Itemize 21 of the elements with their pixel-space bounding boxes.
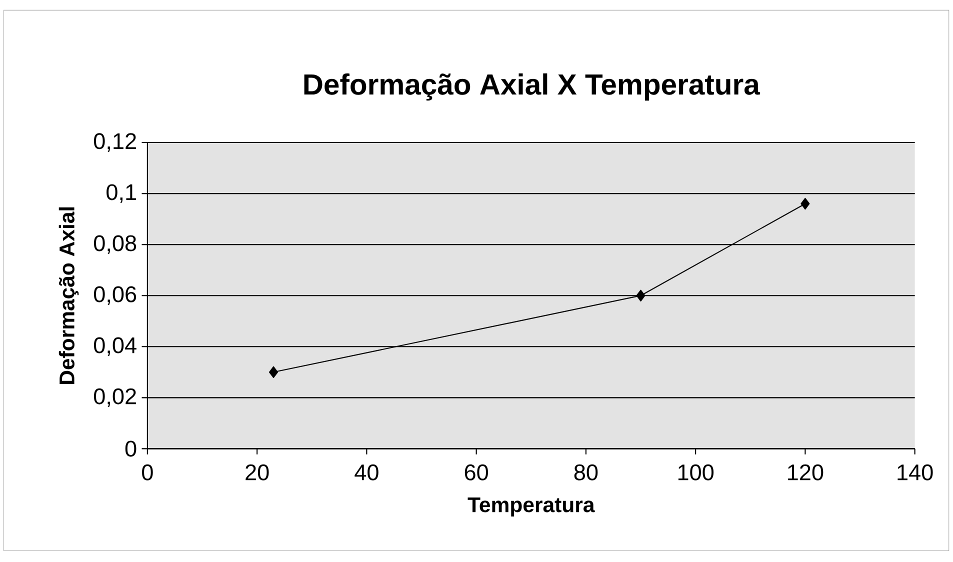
y-tick-label: 0,08 [94, 235, 136, 254]
y-axis-title: Deformação Axial [58, 207, 79, 384]
chart-title: Deformação Axial X Temperatura [304, 73, 760, 101]
y-tick-label: 0,04 [94, 337, 136, 356]
y-tick-label: 0,12 [94, 133, 136, 152]
y-tick-label: 0,1 [106, 184, 136, 203]
y-tick-label: 0,06 [94, 286, 136, 305]
point [636, 290, 646, 302]
point [268, 366, 278, 378]
x-tick-label: 20 [246, 464, 269, 480]
x-tick-label: 120 [788, 464, 824, 480]
x-axis-title: Temperatura [468, 497, 595, 516]
y-tick-label: 0 [125, 440, 136, 457]
point [800, 198, 810, 210]
x-tick-label: 100 [678, 464, 714, 480]
x-tick-label: 140 [898, 464, 933, 480]
x-tick-label: 60 [464, 464, 488, 480]
x-tick-label: 40 [354, 464, 378, 480]
x-tick-label: 0 [142, 464, 153, 480]
x-tick-label: 80 [574, 464, 598, 480]
y-tick-label: 0,02 [94, 388, 136, 407]
